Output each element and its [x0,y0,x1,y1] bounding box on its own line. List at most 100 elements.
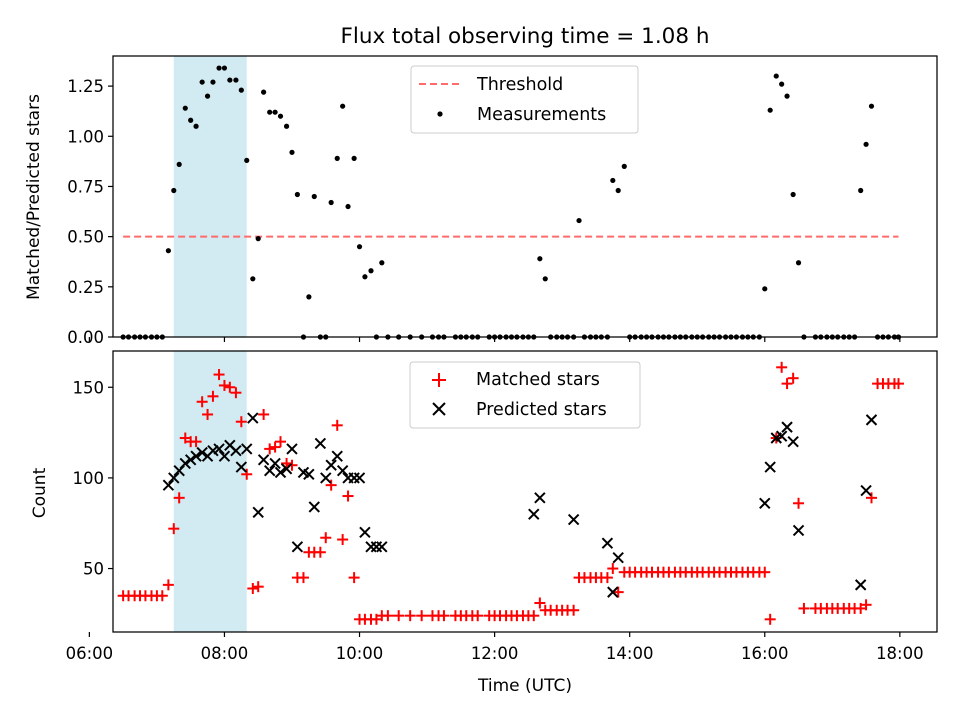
predicted-star-point [854,579,867,591]
ratio-y-axis-label: Matched/Predicted stars [24,94,44,300]
measurement-point [283,123,290,129]
matched-star-point [865,492,877,504]
predicted-star-point [376,541,388,553]
measurement-point [193,123,199,129]
ratio-legend: Threshold Measurements [410,65,639,134]
measurement-point [868,103,875,109]
matched-star-point [776,361,788,373]
measurement-point [773,73,779,79]
predicted-star-point [567,513,580,526]
ratio-legend-box [410,65,639,134]
matched-star-point [286,459,298,471]
measurement-point [306,294,312,300]
y-tick-label: 0.50 [67,228,104,247]
measurement-point [311,193,317,200]
predicted-star-point [865,414,878,426]
matched-star-point [601,572,613,584]
predicted-star-point [336,464,349,477]
measurement-point [238,87,244,93]
measurement-point [328,199,334,206]
predicted-star-point [247,412,259,424]
matched-star-point [224,381,236,393]
measurement-point [762,286,768,292]
measurement-point [255,236,261,242]
matched-star-point [269,441,281,453]
predicted-star-point [291,541,304,553]
matched-star-point [759,566,771,578]
matched-star-point [404,610,416,622]
legend-measurements-label: Measurements [477,105,606,125]
ratio-y-ticks: 0.00 0.25 0.50 0.75 1.00 1.25 [67,77,113,347]
predicted-star-point [781,421,793,433]
predicted-star-point [263,464,276,477]
measurement-point [542,276,548,282]
matched-star-point [162,579,174,591]
ratio-plot-frame [112,55,938,338]
matched-star-point [528,610,540,622]
predicted-star-point [314,437,327,450]
measurement-point [227,77,233,83]
matched-star-point [213,369,225,381]
count-plot-frame [112,350,938,633]
y-tick-label: 1.00 [67,127,104,146]
matched-star-point [235,416,247,428]
measurement-point [261,89,267,95]
matched-star-point [297,572,309,584]
predicted-star-point [792,524,805,537]
matched-star-point [202,408,214,420]
predicted-star-point [787,435,799,448]
count-highlight-span [173,351,247,632]
matched-star-point [382,610,394,622]
measurement-point [294,191,300,198]
matched-star-point [781,378,793,390]
measurement-point [858,187,864,194]
legend-threshold-label: Threshold [476,75,563,95]
predicted-star-point [241,443,253,455]
measurement-point [345,203,351,210]
predicted-star-point [601,537,614,549]
matched-star-point [247,582,259,594]
count-x-ticks: 06:00 08:00 10:00 12:00 14:00 16:00 18:00 [66,632,924,663]
ratio-x-ticks [88,337,901,342]
predicted-star-point [257,454,270,466]
measurement-point [615,187,621,194]
matched-star-point [320,532,332,544]
measurement-point [863,141,869,147]
matched-star-point [196,396,208,408]
predicted-star-point [759,497,771,509]
measurement-point [362,274,368,280]
predicted-star-point [359,526,371,538]
matched-star-point [393,610,405,622]
predicted-star-point [269,457,281,470]
predicted-star-point [190,450,202,462]
count-legend: Matched stars Predicted stars [409,361,641,429]
predicted-star-point [775,430,788,442]
matched-star-point [793,497,805,509]
predicted-star-point [213,443,225,455]
predicted-star-point [162,479,175,491]
predicted-star-point [168,472,180,484]
count-legend-box [409,361,641,429]
measurement-point [244,157,250,163]
measurement-point [250,276,256,282]
predicted-star-point [184,454,197,466]
measurement-point [790,191,796,198]
measurement-point [176,161,182,167]
predicted-star-points [162,412,878,598]
measurement-point [272,109,278,115]
predicted-star-point [179,457,191,470]
y-tick-label: 100 [73,469,105,488]
matched-star-point [207,390,219,402]
matched-star-point [275,436,287,448]
measurement-point [171,187,177,194]
matched-star-point [218,379,230,391]
y-tick-label: 0.25 [67,278,104,297]
measurement-point [784,93,790,99]
matched-star-point [331,419,343,431]
measurement-point [356,244,363,250]
measurement-point [267,109,273,115]
matched-star-point [241,468,253,480]
matched-star-point [252,581,264,593]
measurement-point [188,117,194,123]
